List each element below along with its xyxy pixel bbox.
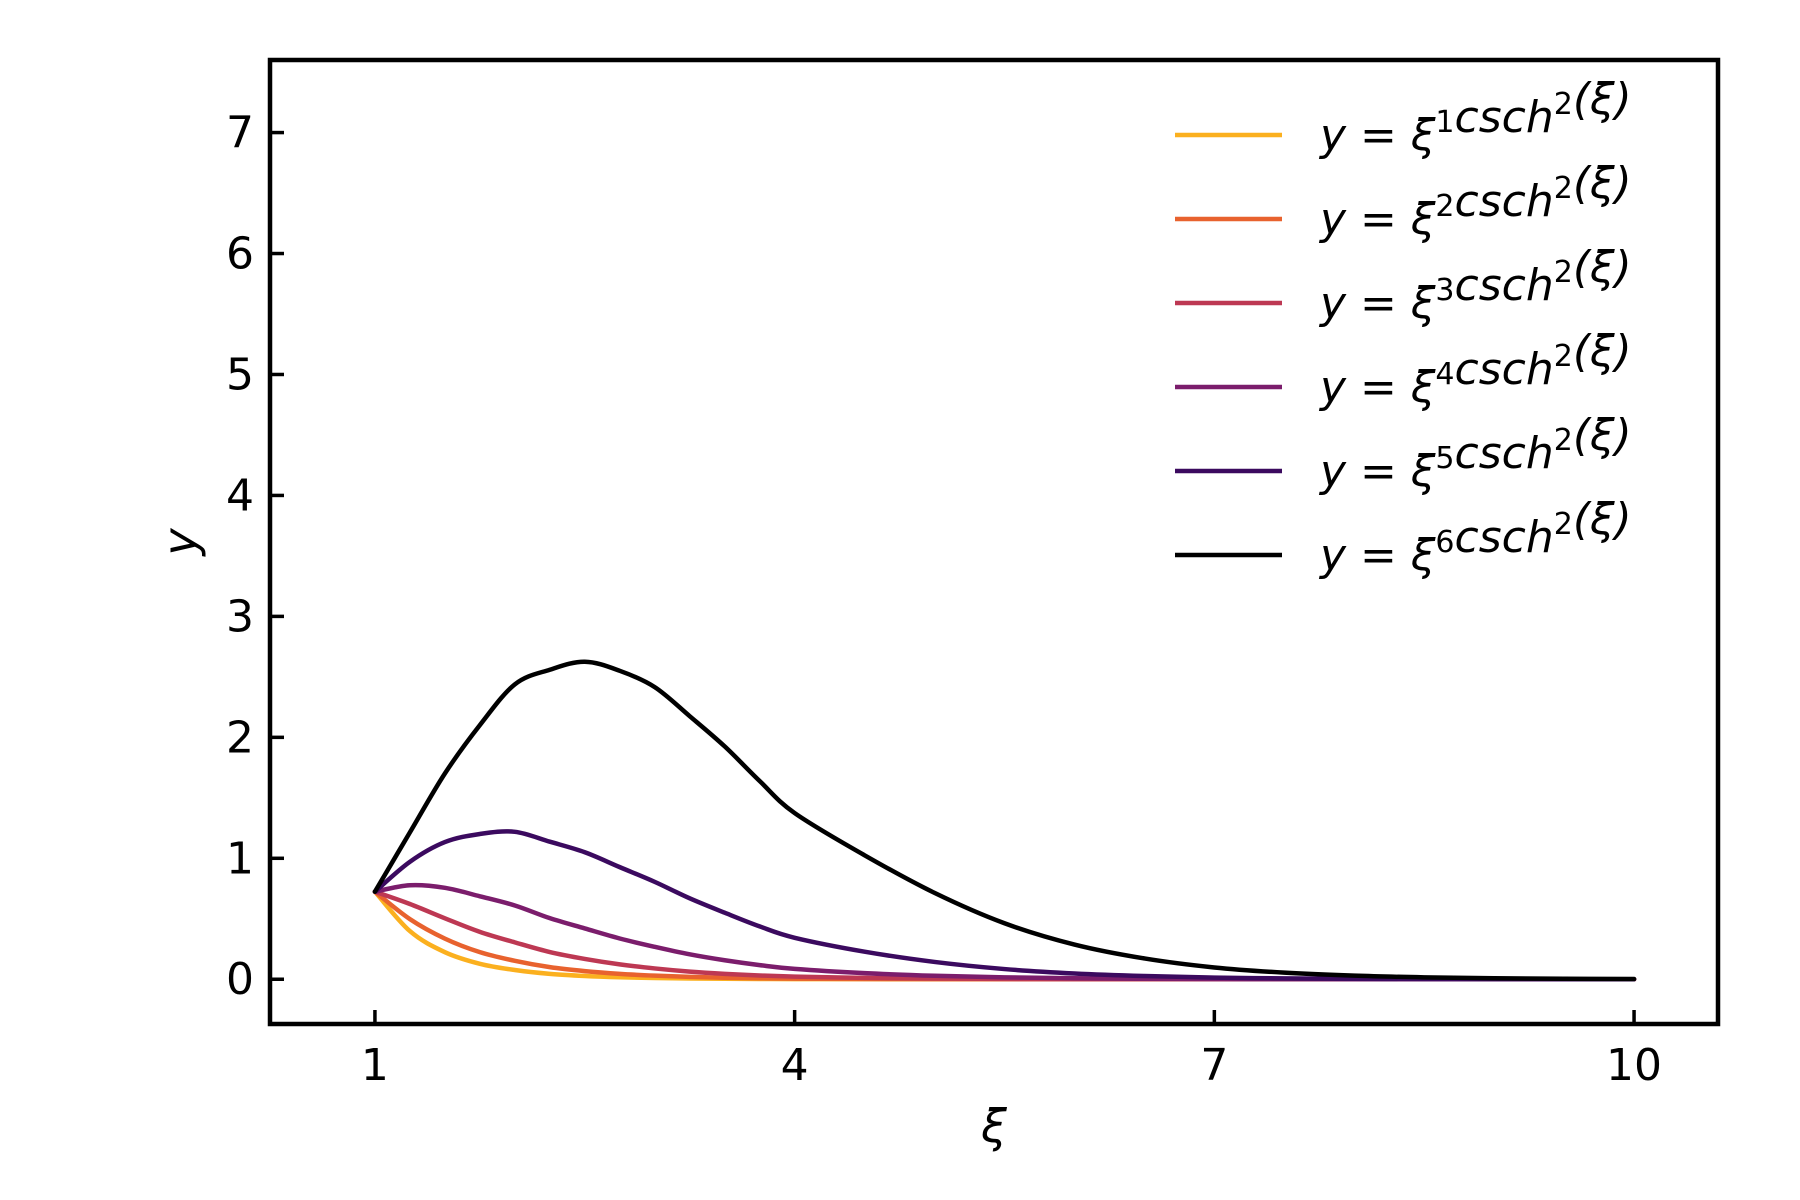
legend-label: y = ξ5csch2(ξ) [1318,410,1632,497]
series-line-6 [372,659,1637,982]
legend-label: y = ξ2csch2(ξ) [1318,158,1632,245]
y-tick-label: 0 [226,954,254,1005]
legend-item-2: y = ξ2csch2(ξ) [1175,158,1632,245]
series-line-4 [372,882,1637,982]
legend-label: y = ξ6csch2(ξ) [1318,494,1632,581]
y-tick-label: 4 [226,470,254,521]
axis-ticks: 1 4 7 10 0 1 2 3 4 5 6 7 [226,108,1662,1091]
series-line-2 [372,889,1637,982]
y-tick-label: 6 [226,229,254,280]
y-tick-label: 7 [226,108,254,159]
x-tick-label: 7 [1200,1040,1228,1091]
legend-item-4: y = ξ4csch2(ξ) [1175,326,1632,413]
legend-item-1: y = ξ1csch2(ξ) [1175,74,1632,161]
legend-label: y = ξ1csch2(ξ) [1318,74,1632,161]
y-tick-label: 1 [226,833,254,884]
series-line-3 [372,889,1637,982]
plot-frame [267,57,1721,1027]
y-tick-label: 5 [226,349,254,400]
y-tick-label: 3 [226,591,254,642]
legend-label: y = ξ3csch2(ξ) [1318,242,1632,329]
legend: y = ξ1csch2(ξ)y = ξ2csch2(ξ)y = ξ3csch2(… [1175,74,1632,581]
x-tick-label: 4 [781,1040,809,1091]
series-line-1 [372,889,1637,982]
series-line-5 [372,829,1637,982]
y-tick-label: 2 [226,712,254,763]
x-axis-label: ξ [980,1099,1007,1153]
legend-item-3: y = ξ3csch2(ξ) [1175,242,1632,329]
y-axis-label: y [153,528,207,558]
plot-lines [372,659,1637,982]
legend-item-6: y = ξ6csch2(ξ) [1175,494,1632,581]
x-tick-label: 1 [361,1040,389,1091]
x-tick-label: 10 [1606,1040,1662,1091]
legend-label: y = ξ4csch2(ξ) [1318,326,1632,413]
legend-item-5: y = ξ5csch2(ξ) [1175,410,1632,497]
